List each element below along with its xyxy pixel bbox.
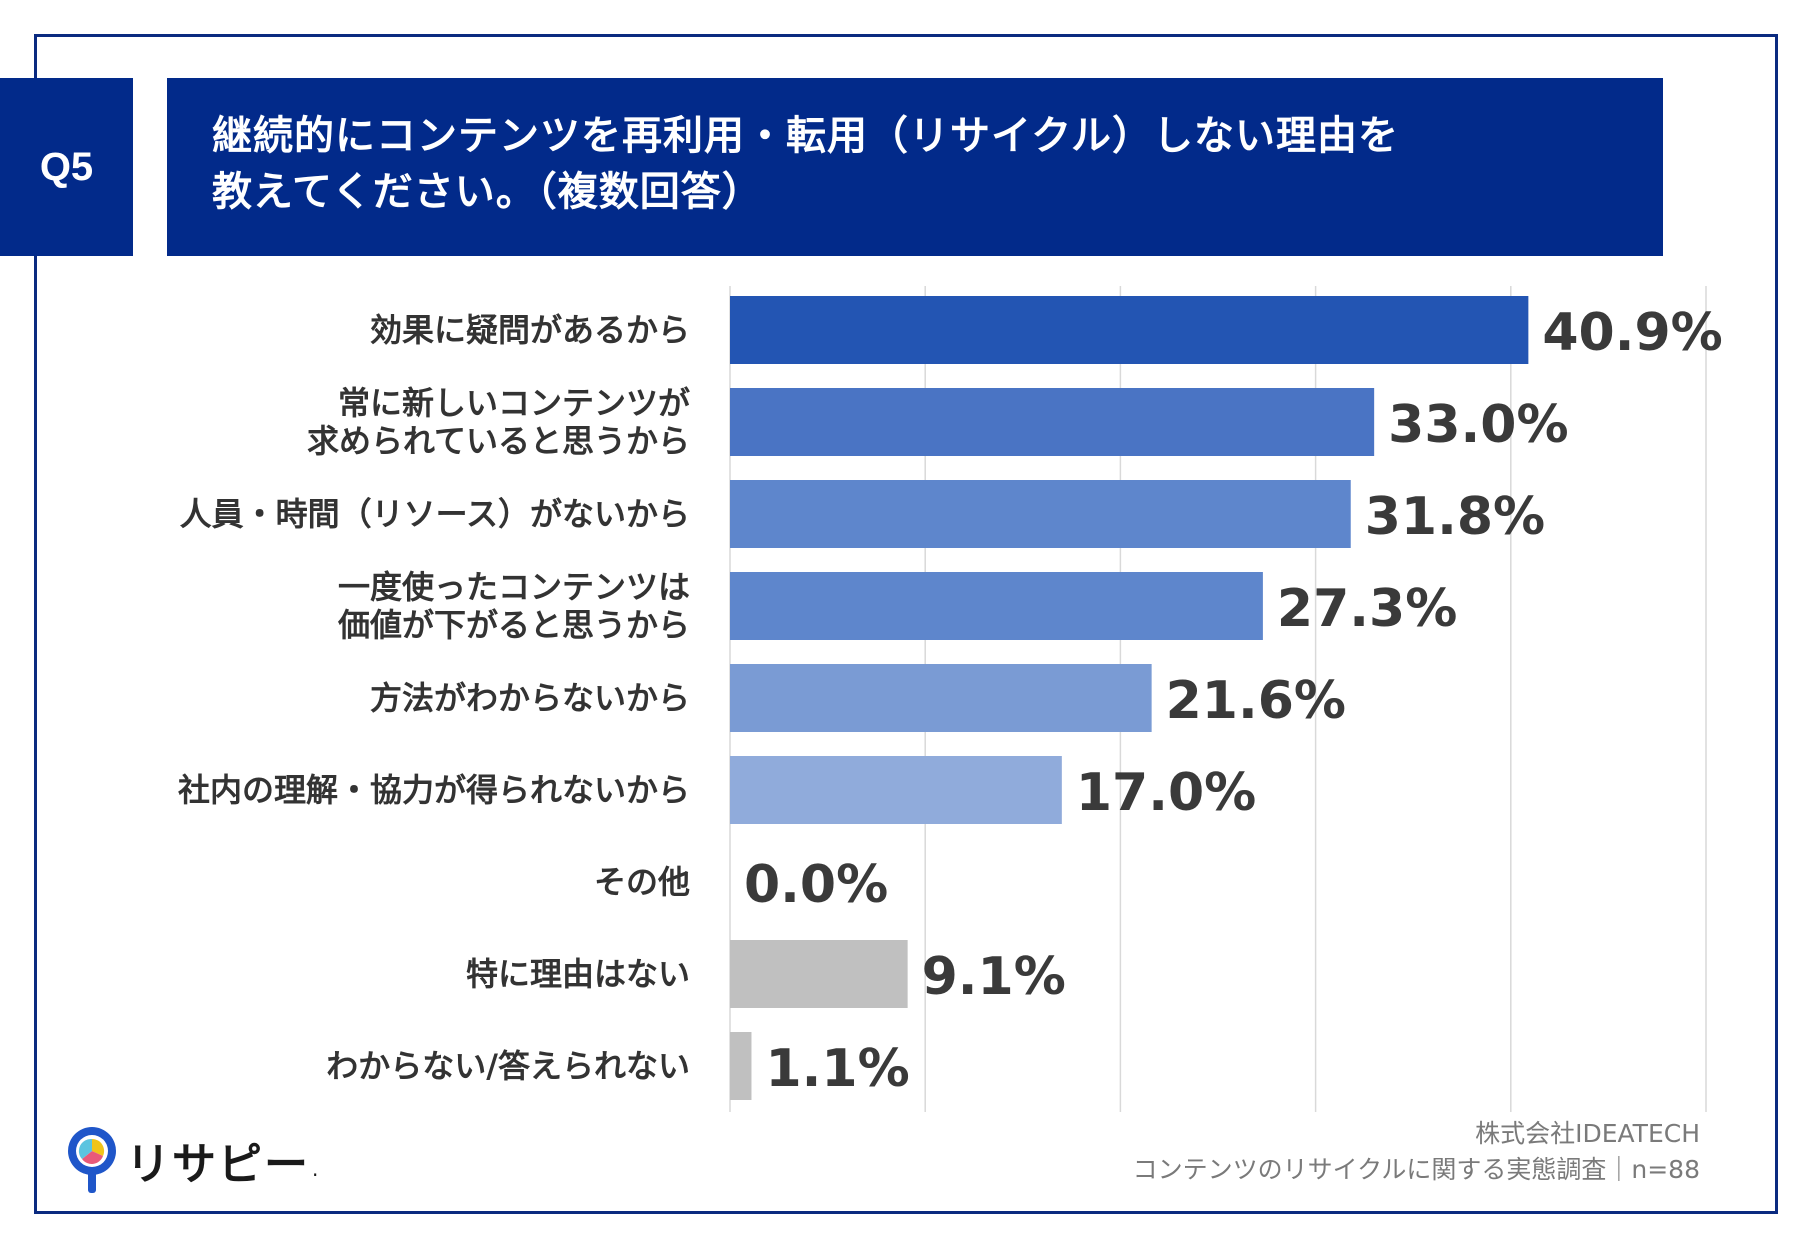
bar (730, 572, 1263, 640)
category-label: 効果に疑問があるから (370, 311, 690, 349)
bar (730, 296, 1529, 364)
bar-value-label: 9.1% (922, 947, 1066, 1007)
logo-dot: . (312, 1157, 319, 1181)
logo-text: リサピー (126, 1139, 310, 1190)
title-line-1: 継続的にコンテンツを再利用・転用（リサイクル）しない理由を (212, 113, 1399, 159)
category-label: 方法がわからないから (370, 679, 690, 717)
category-label: 特に理由はない (466, 955, 690, 993)
source-note: 株式会社IDEATECH コンテンツのリサイクルに関する実態調査｜n=88 (1133, 1116, 1700, 1188)
bar-value-label: 1.1% (765, 1039, 909, 1099)
chart-frame (34, 34, 1778, 1214)
bar (730, 480, 1351, 548)
category-label: 価値が下がると思うから (337, 606, 690, 644)
category-label: 求められていると思うから (307, 422, 690, 460)
category-label: 人員・時間（リソース）がないから (180, 495, 690, 533)
category-label: わからない/答えられない (326, 1047, 690, 1085)
bar-value-label: 17.0% (1076, 763, 1256, 823)
bar (730, 1032, 752, 1100)
question-badge: Q5 (0, 78, 133, 256)
source-company: 株式会社IDEATECH (1475, 1119, 1700, 1148)
category-label: 一度使ったコンテンツは (338, 568, 690, 606)
title-line-2: 教えてください。（複数回答） (212, 169, 763, 215)
bar (730, 756, 1062, 824)
category-label: 常に新しいコンテンツが (338, 384, 690, 422)
bar (730, 940, 908, 1008)
source-survey: コンテンツのリサイクルに関する実態調査｜n=88 (1132, 1155, 1700, 1184)
bar (730, 388, 1375, 456)
bar-value-label: 31.8% (1365, 487, 1545, 547)
category-label: 社内の理解・協力が得られないから (178, 771, 690, 809)
bar (730, 664, 1152, 732)
logo-pin-icon (68, 1127, 116, 1193)
bar-value-label: 0.0% (744, 855, 888, 915)
bar-value-label: 40.9% (1542, 303, 1722, 363)
bar-value-label: 27.3% (1277, 579, 1457, 639)
risapi-logo: リサピー . (64, 1125, 318, 1195)
title-box: 継続的にコンテンツを再利用・転用（リサイクル）しない理由を 教えてください。（複… (167, 78, 1663, 256)
category-label: その他 (594, 863, 690, 901)
bar-value-label: 33.0% (1388, 395, 1568, 455)
bar-value-label: 21.6% (1166, 671, 1346, 731)
